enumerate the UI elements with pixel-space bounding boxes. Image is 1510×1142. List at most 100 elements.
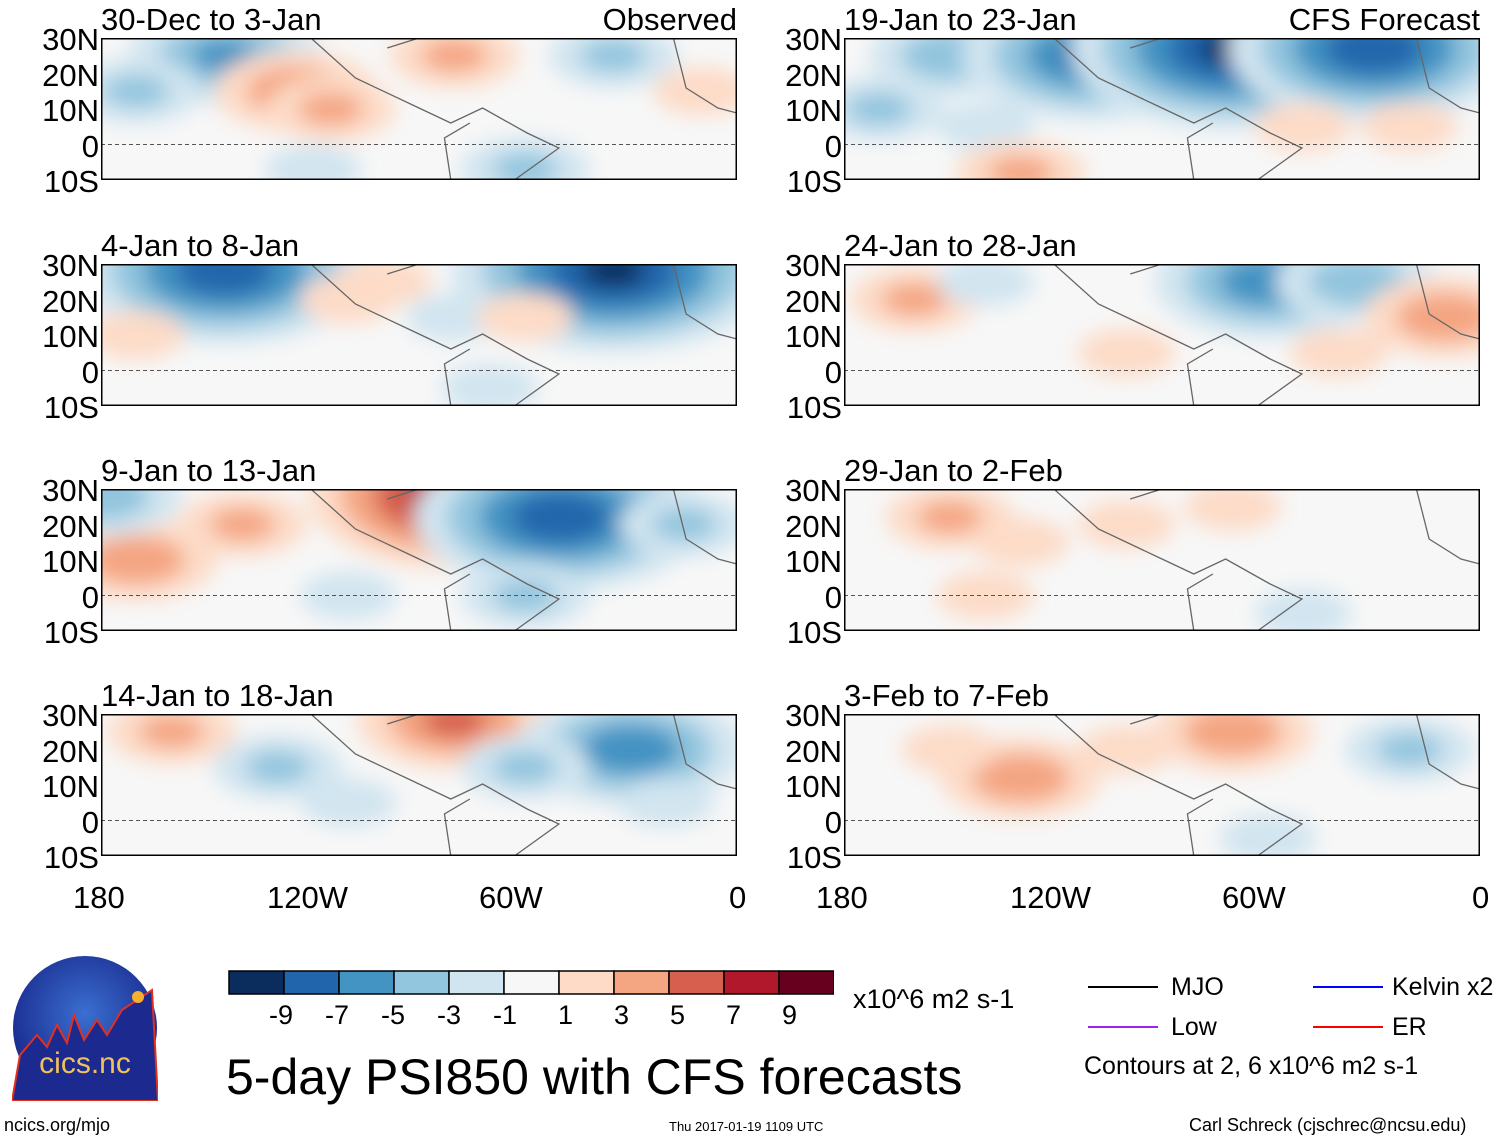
legend-low-line	[1088, 1026, 1158, 1028]
anomaly-blob	[1290, 328, 1388, 378]
lat-label: 10S	[786, 390, 842, 425]
anomaly-blob	[1360, 102, 1458, 152]
colorbar-swatch	[558, 970, 615, 995]
lat-label: 20N	[785, 57, 842, 93]
colorbar-tick-label: -3	[437, 1000, 462, 1030]
lat-label: 20N	[785, 733, 842, 769]
lat-label: 0	[81, 579, 99, 615]
lat-label: 10N	[785, 544, 842, 579]
legend-mjo-line	[1088, 986, 1158, 988]
colorbar-tick-label: -1	[493, 1000, 518, 1030]
anomaly-blob	[617, 778, 715, 828]
lat-label: 30N	[42, 248, 99, 283]
lat-label: 10N	[42, 93, 99, 128]
colorbar-tick-label: 7	[726, 1000, 742, 1030]
anomaly-blob	[1078, 500, 1176, 549]
lat-label: 0	[824, 579, 842, 615]
colorbar-tick-label: 1	[558, 1000, 574, 1030]
lat-label: 20N	[785, 283, 842, 319]
lon-label: 180	[816, 880, 868, 915]
lat-label: 10N	[42, 544, 99, 579]
units-label: x10^6 m2 s-1	[853, 984, 1015, 1014]
coastline	[1053, 38, 1480, 180]
colorbar-tick-label: 3	[614, 1000, 630, 1030]
legend-er-label: ER	[1392, 1013, 1427, 1041]
coastline	[310, 489, 737, 631]
colorbar-swatch	[778, 970, 834, 995]
lon-label: 60W	[479, 880, 543, 915]
colorbar-swatch	[448, 970, 505, 995]
colorbar-tick-label: -9	[269, 1000, 294, 1030]
anomaly-blob	[264, 145, 362, 180]
coastline	[1053, 264, 1480, 406]
lat-label: 0	[824, 128, 842, 164]
colorbar-swatch	[228, 970, 285, 995]
coastline	[310, 714, 737, 856]
lat-label: 30N	[785, 698, 842, 733]
lat-label: 0	[824, 354, 842, 390]
map-panel	[844, 38, 1480, 180]
anomaly-blob	[936, 264, 1034, 307]
anomaly-blob	[1376, 733, 1442, 766]
panel-title: 29-Jan to 2-Feb	[844, 453, 1063, 488]
lat-label: 10N	[785, 93, 842, 128]
colorbar-tick-label: -7	[325, 1000, 350, 1030]
map-panel	[101, 489, 737, 631]
lat-label: 30N	[785, 248, 842, 283]
anomaly-blob	[580, 264, 646, 288]
lat-label: 30N	[42, 473, 99, 508]
anomaly-blob	[582, 725, 680, 774]
anomaly-blob	[298, 92, 364, 126]
anomaly-blob	[176, 264, 274, 296]
lat-label: 10N	[42, 319, 99, 354]
colorbar-swatch	[503, 970, 560, 995]
lat-label: 30N	[785, 473, 842, 508]
colorbar-swatch	[283, 970, 340, 995]
anomaly-blob	[245, 751, 311, 784]
anomaly-blob	[1078, 725, 1176, 774]
lat-label: 10S	[786, 840, 842, 875]
anomaly-blob	[101, 310, 185, 360]
panel-title: 9-Jan to 13-Jan	[101, 453, 317, 488]
lat-label: 20N	[42, 57, 99, 93]
cics-logo: cics.nc	[12, 956, 158, 1101]
colorbar	[228, 970, 834, 995]
lon-label: 0	[1472, 880, 1490, 915]
anomaly-blob	[1254, 588, 1352, 631]
map-panel	[844, 264, 1480, 406]
panel-tag: CFS Forecast	[1288, 2, 1480, 37]
anomaly-blob	[580, 39, 646, 72]
legend-mjo-label: MJO	[1171, 973, 1224, 1001]
anomaly-blob	[653, 66, 737, 116]
panel-title: 14-Jan to 18-Jan	[101, 678, 334, 713]
anomaly-blob	[901, 725, 999, 774]
anomaly-blob	[335, 264, 433, 307]
lat-label: 0	[81, 804, 99, 840]
anomaly-blob	[139, 715, 205, 748]
colorbar-swatch	[613, 970, 670, 995]
anomaly-blob	[421, 714, 487, 738]
lat-label: 10N	[785, 769, 842, 804]
lat-label: 10S	[43, 615, 99, 650]
colorbar-swatch	[393, 970, 450, 995]
map-panel	[844, 489, 1480, 631]
map-panel	[101, 38, 737, 180]
anomaly-blob	[1219, 813, 1317, 856]
anomaly-blob	[1254, 102, 1352, 152]
colorbar-swatch	[723, 970, 780, 995]
lat-label: 20N	[785, 508, 842, 544]
site-link[interactable]: ncics.org/mjo	[4, 1115, 111, 1135]
figure-title: 5-day PSI850 with CFS forecasts	[226, 1049, 963, 1105]
lat-label: 10S	[43, 840, 99, 875]
lon-label: 180	[73, 880, 125, 915]
panel-title: 19-Jan to 23-Jan	[844, 2, 1077, 37]
lat-label: 20N	[42, 733, 99, 769]
lat-label: 30N	[785, 22, 842, 57]
coastline	[1053, 714, 1480, 856]
lat-label: 0	[81, 128, 99, 164]
anomaly-blob	[651, 508, 717, 541]
anomaly-blob	[103, 75, 169, 108]
anomaly-blob	[972, 753, 1070, 803]
lat-label: 20N	[42, 508, 99, 544]
